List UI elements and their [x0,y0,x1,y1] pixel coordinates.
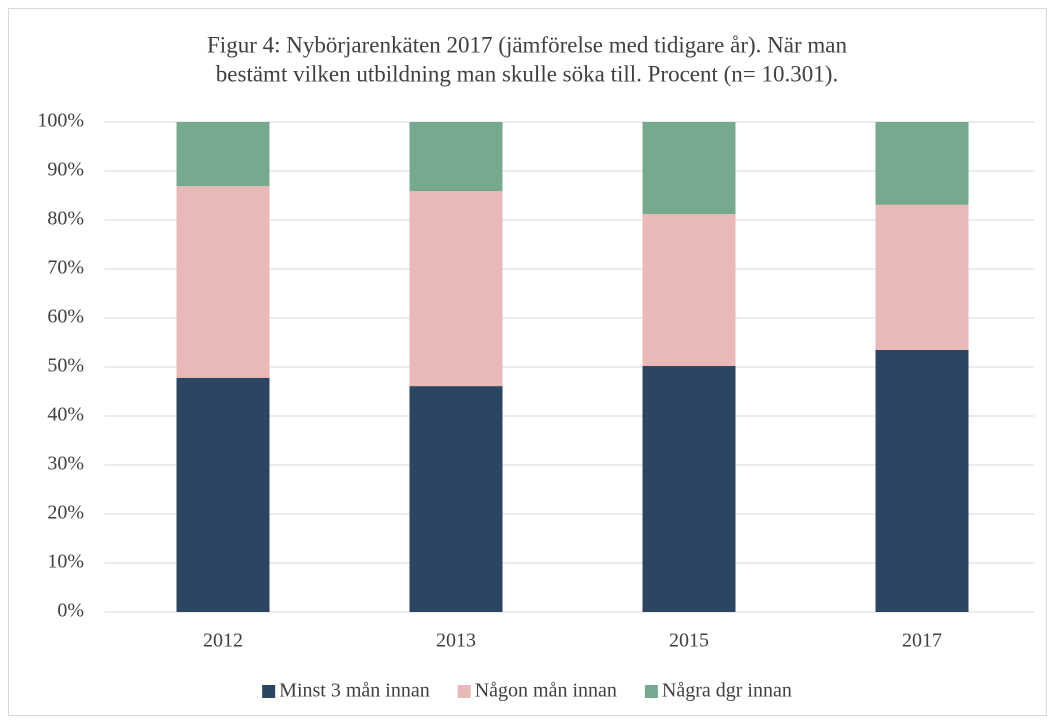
bar-segment [409,386,503,612]
legend-label: Minst 3 mån innan [279,680,430,702]
y-tick-label: 20% [47,502,84,524]
bar-segment [642,122,736,215]
chart-title: Figur 4: Nybörjarenkäten 2017 (jämförels… [207,32,847,57]
x-tick-label: 2012 [203,630,243,652]
bar-segment [176,377,270,612]
bar-segment [176,122,270,187]
bar-segment [409,122,503,192]
y-tick-label: 30% [47,453,84,475]
legend-swatch [262,685,276,698]
y-tick-label: 40% [47,404,84,426]
y-tick-label: 60% [47,306,84,328]
bar-segment [642,366,736,612]
bar-segment [875,349,969,612]
x-tick-label: 2017 [902,630,942,652]
bar-segment [176,186,270,378]
y-tick-label: 80% [47,208,84,230]
bar-segment [642,214,736,367]
y-tick-label: 10% [47,551,84,573]
y-tick-label: 70% [47,257,84,279]
y-tick-label: 0% [57,600,84,622]
legend-label: Någon mån innan [475,680,617,702]
legend-swatch [644,685,658,698]
x-tick-label: 2015 [669,630,709,652]
bar-segment [875,204,969,350]
chart-title: bestämt vilken utbildning man skulle sök… [216,61,838,86]
bar-segment [409,191,503,387]
bar-segment [875,122,969,205]
y-tick-label: 90% [47,159,84,181]
legend-swatch [457,685,471,698]
y-tick-label: 50% [47,355,84,377]
x-tick-label: 2013 [436,630,476,652]
y-tick-label: 100% [37,110,84,132]
legend-label: Några dgr innan [662,680,792,702]
